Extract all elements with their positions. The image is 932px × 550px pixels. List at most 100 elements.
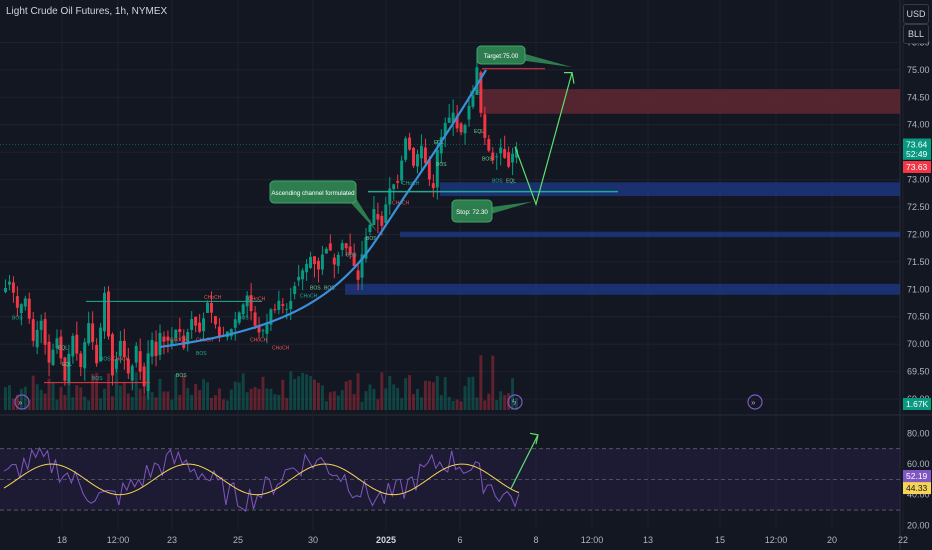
candle-body <box>368 224 372 233</box>
volume-bar <box>166 391 170 410</box>
structure-label: BOS <box>346 252 357 258</box>
volume-bar <box>27 399 31 410</box>
volume-bar <box>419 397 423 410</box>
candle-body <box>170 339 174 345</box>
ascending-curve <box>159 69 618 349</box>
volume-bar <box>261 376 265 410</box>
volume-bar <box>154 397 158 410</box>
volume-bar <box>491 355 495 410</box>
candle-body <box>166 336 170 341</box>
structure-label: BOS <box>100 357 111 363</box>
candle-body <box>213 316 217 325</box>
currency-button[interactable]: USD <box>903 4 929 24</box>
volume-bar <box>309 376 313 410</box>
time-tick: 25 <box>233 535 243 545</box>
volume-bar <box>344 381 348 410</box>
structure-label: BOS <box>310 285 321 291</box>
volume-bar <box>487 393 491 410</box>
candle-body <box>392 184 396 190</box>
volume-bar <box>174 374 178 410</box>
structure-label: BOS <box>238 315 249 321</box>
candle-body <box>336 254 340 266</box>
structure-label: BOS <box>324 285 335 291</box>
symbol-title: Light Crude Oil Futures, 1h, NYMEX <box>6 6 168 17</box>
candle-body <box>83 342 87 369</box>
candle-body <box>126 358 130 374</box>
volume-bar <box>427 381 431 410</box>
price-tick: 72.00 <box>907 229 930 239</box>
volume-bar <box>408 375 412 410</box>
volume-bar <box>126 393 130 410</box>
volume-bar <box>511 378 515 410</box>
volume-bar <box>138 388 142 410</box>
structure-label: CHoCH <box>272 346 290 352</box>
candle-body <box>241 304 245 315</box>
candle-body <box>186 332 190 345</box>
candle-body <box>281 304 285 306</box>
volume-bar <box>190 394 194 410</box>
candle-body <box>443 122 447 136</box>
time-axis: 18 12:00 23 25 30 2025 6 8 12:00 13 15 12:00 20 22 <box>57 535 908 545</box>
volume-bar <box>499 391 503 410</box>
rsi-tick: 60.00 <box>907 459 930 469</box>
candle-body <box>416 154 419 167</box>
rsi-value: 52.19 <box>906 471 928 481</box>
price-tick: 69.50 <box>907 367 930 377</box>
candle-body <box>31 319 35 341</box>
candle-body <box>328 243 332 251</box>
price-label: 73.63 <box>906 162 928 172</box>
candle-body <box>289 300 293 310</box>
volume-bar <box>316 382 320 410</box>
volume-bar <box>114 360 118 410</box>
volume-bar <box>63 394 67 410</box>
price-label: 73.64 <box>906 139 928 149</box>
rsi-value-bg <box>903 482 931 495</box>
candle-body <box>27 298 31 319</box>
volume-bar <box>301 372 305 410</box>
candle-body <box>134 345 138 363</box>
volume-bar <box>297 376 301 410</box>
volume-bar <box>43 393 47 410</box>
candle-body <box>11 282 15 293</box>
volume-bar <box>213 395 217 410</box>
time-tick: 2025 <box>376 535 396 545</box>
candle-body <box>110 334 114 376</box>
volume-bar <box>233 381 237 410</box>
volume-bar <box>35 384 39 410</box>
volume-bar <box>15 394 19 410</box>
candle-body <box>269 309 273 325</box>
unit-button[interactable]: BLL <box>903 24 929 44</box>
candle-body <box>483 114 487 138</box>
price-tick: 70.50 <box>907 312 930 322</box>
structure-label: BOS <box>196 351 207 357</box>
price-label: 52:49 <box>906 149 928 159</box>
ascending-channel-curve <box>159 69 487 349</box>
volume-bar <box>162 391 166 410</box>
volume-label-bg <box>903 398 931 410</box>
candle-body <box>507 152 511 167</box>
candle-body <box>285 308 289 310</box>
candle-body <box>162 336 166 342</box>
candle-body <box>431 183 435 189</box>
volume-bar <box>340 390 344 410</box>
candle-body <box>396 181 400 183</box>
candle-body <box>63 357 67 381</box>
time-tick: 8 <box>533 535 538 545</box>
candle-body <box>435 149 439 188</box>
annotation-box <box>269 180 357 204</box>
structure-label: BOS <box>482 156 493 162</box>
rsi-tick: 80.00 <box>907 428 930 438</box>
candle-body <box>352 253 356 267</box>
candle-body <box>19 304 23 314</box>
volume-bar <box>455 399 459 410</box>
time-tick: 23 <box>167 535 177 545</box>
volume-bar <box>495 400 499 410</box>
volume-bar <box>241 373 245 410</box>
candle-body <box>51 349 55 366</box>
volume-bar <box>364 391 368 410</box>
candle-body <box>174 329 178 339</box>
blue-zone <box>440 182 900 197</box>
volume-bar <box>380 372 384 410</box>
volume-bar <box>95 372 99 410</box>
